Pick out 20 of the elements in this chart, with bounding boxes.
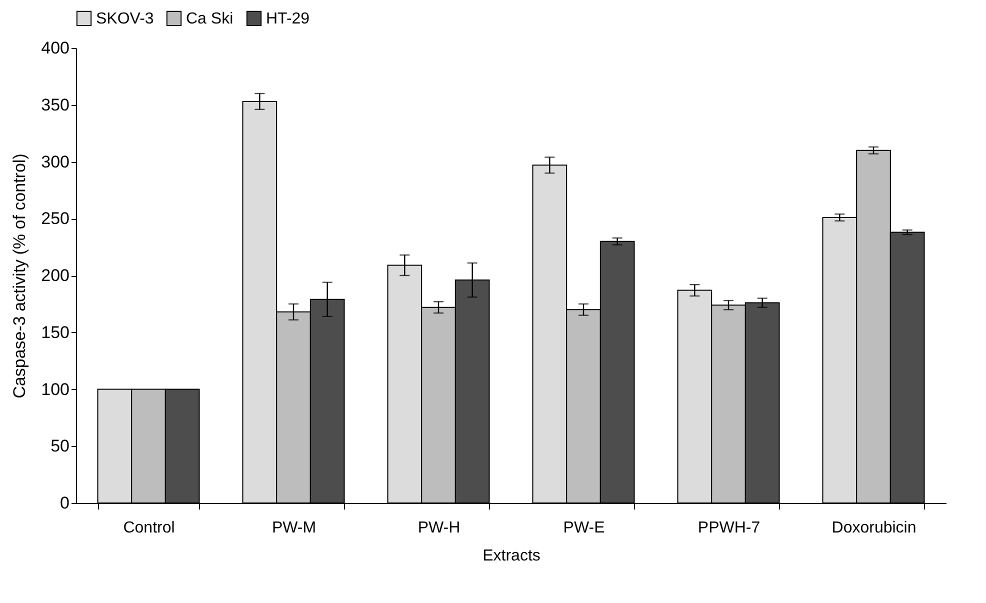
x-tick-label: PW-H xyxy=(418,520,460,536)
x-tick-label: PW-E xyxy=(563,520,605,536)
y-tick-label: 150 xyxy=(41,322,70,342)
y-tick-label: 0 xyxy=(60,494,70,512)
x-tick-label: Doxorubicin xyxy=(832,520,916,536)
y-tick-label: 350 xyxy=(41,95,70,114)
y-tick-label: 50 xyxy=(50,436,70,456)
y-tick-label: 250 xyxy=(41,209,70,228)
y-tick-label: 400 xyxy=(41,38,70,58)
x-tick-label: PW-M xyxy=(272,520,316,536)
legend-label: Ca Ski xyxy=(186,10,234,28)
legend-label: SKOV-3 xyxy=(96,10,154,28)
legend-label: HT-29 xyxy=(266,10,310,28)
y-tick-label: 200 xyxy=(41,266,70,285)
x-tick-label: PPWH-7 xyxy=(698,520,760,536)
y-tick-label: 100 xyxy=(41,380,70,399)
y-tick-label: 300 xyxy=(41,152,70,172)
x-tick-label: Control xyxy=(123,520,175,536)
x-axis-title: Extracts xyxy=(482,548,540,564)
y-axis-title: Caspase-3 activity (% of control) xyxy=(10,154,30,398)
